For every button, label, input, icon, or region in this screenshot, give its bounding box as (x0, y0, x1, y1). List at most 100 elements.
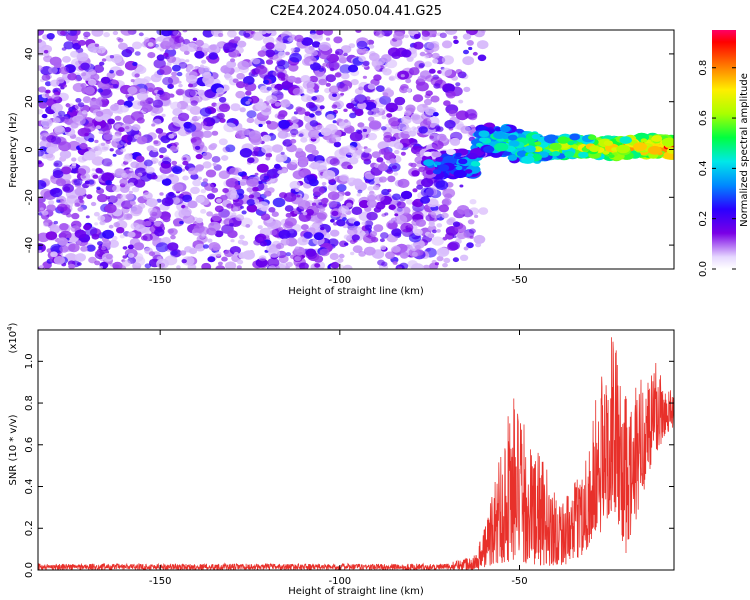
heat-signal-cell (435, 156, 444, 162)
heat-cell (43, 55, 53, 63)
heat-cell (122, 255, 128, 259)
heat-cell (414, 244, 422, 250)
heat-cell (427, 233, 435, 239)
heat-cell (302, 80, 315, 90)
heat-cell (408, 138, 415, 143)
heat-cell (144, 220, 152, 227)
heat-cell (338, 57, 347, 64)
heat-cell (335, 48, 344, 56)
heat-cell (269, 132, 274, 136)
heat-cell (96, 186, 101, 190)
heat-cell (112, 84, 119, 89)
heat-cell (357, 189, 363, 194)
heat-cell (429, 123, 436, 128)
heat-cell (368, 120, 382, 130)
heat-cell (351, 206, 363, 215)
heat-cell (43, 49, 49, 54)
heat-cell (237, 171, 244, 176)
svg-text:(x104): (x104) (6, 322, 19, 353)
heat-cell (83, 224, 91, 231)
heat-signal-cell (608, 154, 615, 159)
heat-cell (375, 85, 385, 92)
heat-cell (300, 94, 312, 102)
heat-cell (240, 205, 244, 209)
heat-cell (462, 56, 475, 66)
heat-cell (293, 47, 301, 53)
heat-cell (329, 158, 340, 166)
heat-cell (323, 30, 333, 36)
heat-cell (143, 76, 152, 83)
heat-signal-cell (455, 152, 462, 157)
heat-cell (212, 162, 217, 167)
snr-scale-exp: 4 (6, 326, 14, 331)
heat-cell (343, 145, 356, 156)
heat-signal-cell (567, 140, 575, 146)
colorbar-label: Normalized spectral amplitude (739, 73, 750, 227)
heat-cell (174, 35, 184, 44)
heat-signal-cell (423, 151, 432, 157)
heat-cell (309, 113, 315, 118)
heat-cell (330, 229, 340, 237)
heat-cell (459, 184, 464, 188)
heat-cell (218, 103, 231, 113)
heat-cell (101, 58, 107, 62)
heat-cell (431, 140, 444, 150)
heat-cell (92, 174, 99, 179)
heat-cell (67, 30, 78, 36)
heat-cell (309, 61, 314, 65)
heat-cell (210, 222, 215, 226)
heat-cell (159, 65, 172, 75)
heat-cell (362, 128, 368, 133)
heat-cell (38, 30, 44, 36)
heat-cell (468, 228, 476, 234)
heat-cell (295, 246, 300, 250)
heat-cell (97, 241, 103, 246)
heat-cell (459, 254, 469, 261)
heat-cell (400, 151, 406, 156)
heat-cell (263, 190, 272, 197)
heat-cell (267, 257, 280, 268)
heat-cell (185, 105, 194, 111)
heat-cell (201, 47, 208, 53)
heat-cell (412, 188, 418, 193)
heat-cell (217, 261, 223, 266)
heat-cell (230, 239, 235, 243)
snr-line (38, 337, 674, 570)
heat-cell (38, 102, 48, 109)
heat-cell (343, 234, 351, 240)
heat-cell (249, 95, 260, 104)
heat-cell (438, 204, 449, 213)
heat-cell (406, 88, 412, 93)
heat-cell (74, 253, 86, 262)
heat-cell (304, 111, 311, 116)
heat-cell (417, 105, 424, 111)
heat-cell (469, 235, 474, 239)
heat-cell (97, 215, 106, 222)
heat-cell (290, 47, 296, 52)
heat-signal-cell (467, 152, 478, 160)
heat-cell (61, 173, 72, 181)
heat-cell (98, 265, 103, 269)
heat-cell (40, 118, 53, 128)
heat-cell (466, 40, 474, 46)
heat-cell (386, 113, 393, 118)
heat-cell (477, 54, 487, 62)
heat-cell (190, 186, 200, 195)
heat-cell (393, 31, 405, 41)
heat-cell (158, 262, 166, 268)
heat-cell (197, 116, 202, 120)
heat-cell (105, 253, 113, 260)
heat-cell (327, 191, 340, 201)
heat-cell (88, 179, 95, 185)
heat-cell (227, 30, 237, 38)
heat-cell (401, 126, 412, 134)
heat-cell (448, 217, 456, 223)
heat-cell (453, 39, 459, 44)
heat-cell (195, 153, 203, 160)
heat-cell (62, 56, 71, 63)
heat-cell (258, 123, 263, 128)
heat-cell (81, 175, 87, 179)
heat-cell (379, 176, 387, 183)
heat-cell (111, 79, 117, 85)
heat-cell (339, 174, 350, 182)
